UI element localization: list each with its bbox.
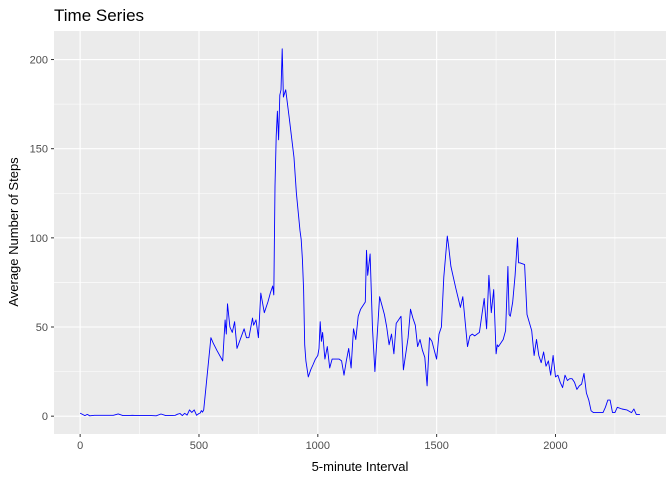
y-tick-label: 100	[30, 233, 48, 245]
x-axis-ticks: 0 500 1000 1500 2000	[77, 434, 568, 452]
chart-title: Time Series	[54, 6, 145, 25]
x-tick-label: 500	[190, 440, 208, 452]
x-axis-title: 5-minute Interval	[312, 459, 409, 474]
x-tick-label: 0	[77, 440, 83, 452]
y-tick-label: 50	[36, 322, 48, 334]
major-gridlines	[54, 31, 666, 434]
series-line	[79, 48, 640, 417]
y-tick-label: 150	[30, 144, 48, 156]
y-axis-title: Average Number of Steps	[6, 157, 21, 307]
x-tick-label: 1500	[424, 440, 448, 452]
minor-gridlines	[54, 31, 666, 434]
x-tick-label: 1000	[306, 440, 330, 452]
y-tick-label: 0	[42, 411, 48, 423]
y-axis-ticks: 0 50 100 150 200	[30, 55, 54, 423]
x-tick-label: 2000	[543, 440, 567, 452]
plot-panel	[54, 31, 666, 434]
y-tick-label: 200	[30, 55, 48, 67]
series-layer	[79, 48, 640, 417]
